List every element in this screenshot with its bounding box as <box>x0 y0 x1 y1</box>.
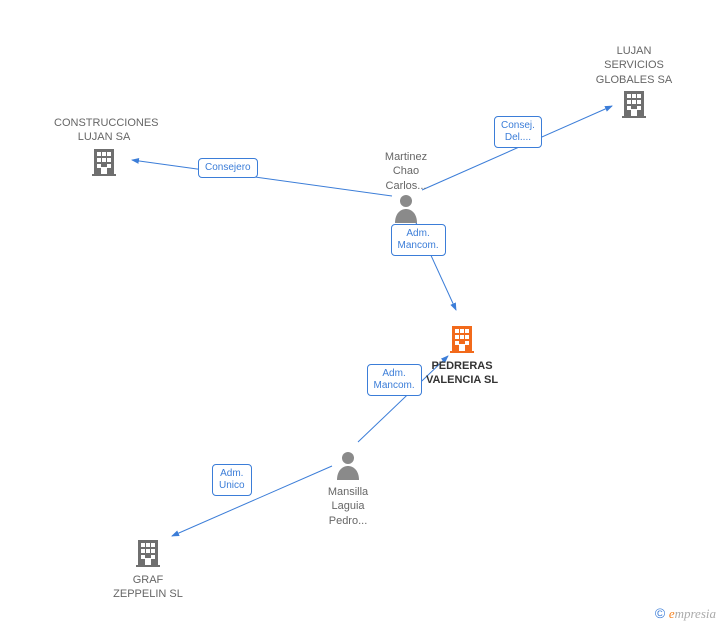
node-label: Mansilla Laguia Pedro... <box>298 485 398 528</box>
node-construcciones[interactable]: CONSTRUCCIONES LUJAN SA <box>54 116 154 182</box>
node-label: LUJAN SERVICIOS GLOBALES SA <box>584 44 684 87</box>
edge-line <box>132 160 392 196</box>
edge-label: Adm. Mancom. <box>367 364 422 396</box>
footer-attribution: © empresia <box>655 605 716 622</box>
edge-label: Consejero <box>198 158 258 178</box>
node-mansilla[interactable]: Mansilla Laguia Pedro... <box>298 450 398 528</box>
node-label: Martinez Chao Carlos... <box>356 150 456 193</box>
building-icon <box>618 87 650 124</box>
node-label: CONSTRUCCIONES LUJAN SA <box>54 116 154 145</box>
network-diagram: CONSTRUCCIONES LUJAN SA LUJAN SERVICIOS … <box>0 0 728 630</box>
edge-label: Adm. Unico <box>212 464 252 496</box>
copyright-symbol: © <box>655 605 665 621</box>
edge-label: Consej. Del.... <box>494 116 542 148</box>
edge-label: Adm. Mancom. <box>391 224 446 256</box>
person-icon <box>334 450 362 485</box>
building-icon <box>132 536 164 573</box>
node-label: GRAF ZEPPELIN SL <box>98 573 198 602</box>
building-icon <box>446 322 478 359</box>
brand-name: empresia <box>669 606 716 621</box>
node-martinez[interactable]: Martinez Chao Carlos... <box>356 150 456 228</box>
building-icon <box>88 145 120 182</box>
node-label: PEDRERAS VALENCIA SL <box>412 359 512 388</box>
node-pedreras[interactable]: PEDRERAS VALENCIA SL <box>412 322 512 388</box>
person-icon <box>392 193 420 228</box>
node-lujan_servicios[interactable]: LUJAN SERVICIOS GLOBALES SA <box>584 44 684 124</box>
node-graf[interactable]: GRAF ZEPPELIN SL <box>98 536 198 602</box>
